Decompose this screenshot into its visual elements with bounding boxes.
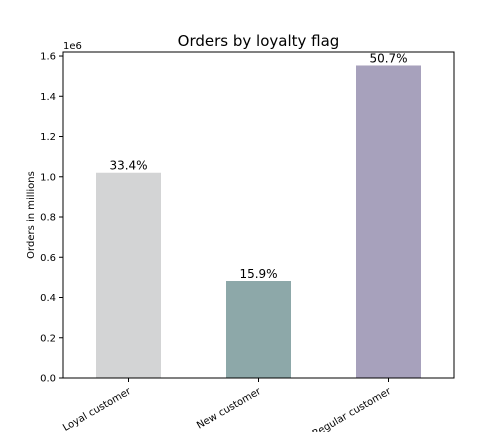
x-axis: Loyal customer New customer Regular custom…: [61, 378, 394, 432]
bar-regular-customer: [356, 65, 421, 378]
data-label: 33.4%: [109, 159, 147, 173]
data-label: 50.7%: [369, 51, 407, 65]
y-axis: 0.0 0.2 0.4 0.6 0.8 1.0 1.2 1.4 1.6: [40, 52, 63, 385]
y-tick-label: 1.4: [40, 92, 56, 103]
x-tick-label: Loyal customer: [61, 386, 134, 432]
x-tick-label: New customer: [195, 386, 264, 432]
y-tick-label: 0.2: [40, 333, 56, 344]
y-axis-label: Orders in millions: [26, 171, 37, 259]
chart-title: Orders by loyalty flag: [178, 32, 340, 50]
y-tick-label: 0.0: [40, 374, 56, 385]
bar-new-customer: [226, 281, 291, 378]
y-tick-label: 1.0: [40, 172, 56, 183]
bars-group: [96, 65, 421, 378]
x-tick-label: Regular customer: [311, 386, 394, 432]
data-labels-group: 33.4% 15.9% 50.7%: [109, 51, 407, 281]
data-label: 15.9%: [239, 267, 277, 281]
y-tick-label: 0.6: [40, 253, 56, 264]
bar-loyal-customer: [96, 172, 161, 378]
y-tick-label: 0.4: [40, 293, 56, 304]
y-axis-offset-label: 1e6: [63, 41, 82, 52]
y-tick-label: 0.8: [40, 213, 56, 224]
y-tick-label: 1.6: [40, 52, 56, 63]
y-tick-label: 1.2: [40, 132, 56, 143]
